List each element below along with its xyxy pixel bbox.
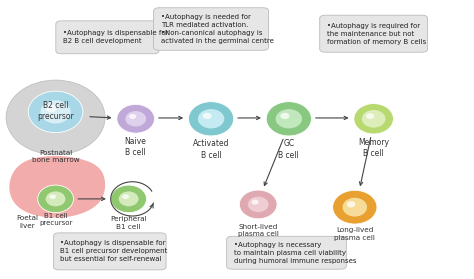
Ellipse shape — [129, 114, 136, 119]
Ellipse shape — [248, 197, 269, 212]
Text: Peripheral
B1 cell: Peripheral B1 cell — [110, 216, 147, 230]
Ellipse shape — [347, 201, 356, 207]
FancyBboxPatch shape — [54, 233, 166, 270]
Text: Foetal
liver: Foetal liver — [16, 215, 38, 229]
FancyBboxPatch shape — [319, 15, 428, 52]
Ellipse shape — [239, 190, 277, 219]
Ellipse shape — [333, 190, 377, 224]
FancyBboxPatch shape — [154, 8, 269, 50]
Text: Short-lived
plasma cell: Short-lived plasma cell — [238, 224, 279, 237]
Text: •Autophagy is required for
the maintenance but not
formation of memory B cells: •Autophagy is required for the maintenan… — [327, 23, 426, 45]
Text: •Autophagy is needed for
TLR mediated activation.
•Non-canonical autophagy is
ac: •Autophagy is needed for TLR mediated ac… — [161, 14, 273, 44]
Ellipse shape — [366, 113, 374, 119]
Ellipse shape — [343, 198, 367, 217]
Ellipse shape — [266, 102, 311, 136]
Ellipse shape — [111, 185, 146, 213]
Ellipse shape — [49, 194, 56, 199]
Ellipse shape — [252, 199, 259, 205]
Text: •Autophagy is dispensable for
B1 cell precursor development
but essential for se: •Autophagy is dispensable for B1 cell pr… — [60, 240, 168, 262]
Text: Memory
B cell: Memory B cell — [358, 138, 389, 158]
Ellipse shape — [280, 113, 290, 119]
Ellipse shape — [202, 113, 212, 119]
Ellipse shape — [362, 110, 385, 128]
Text: Activated
B cell: Activated B cell — [193, 140, 229, 160]
Ellipse shape — [46, 191, 65, 206]
Ellipse shape — [37, 185, 73, 213]
Ellipse shape — [6, 80, 105, 155]
Text: Long-lived
plasma cell: Long-lived plasma cell — [334, 227, 375, 241]
Text: Naive
B cell: Naive B cell — [125, 137, 146, 157]
Ellipse shape — [198, 109, 224, 128]
Text: •Autophagy is necessary
to maintain plasma cell viability
during humoral immune : •Autophagy is necessary to maintain plas… — [234, 242, 356, 264]
Ellipse shape — [28, 91, 83, 133]
Ellipse shape — [46, 105, 56, 112]
Ellipse shape — [118, 191, 138, 206]
Ellipse shape — [117, 104, 155, 133]
Ellipse shape — [189, 102, 234, 136]
Text: GC
B cell: GC B cell — [278, 140, 299, 160]
Ellipse shape — [125, 111, 146, 126]
Ellipse shape — [40, 100, 71, 124]
FancyBboxPatch shape — [56, 21, 159, 54]
Polygon shape — [9, 156, 105, 218]
Ellipse shape — [122, 194, 129, 199]
Text: B2 cell
precursor: B2 cell precursor — [37, 101, 74, 121]
Ellipse shape — [354, 104, 393, 134]
Text: •Autophagy is dispensable for
B2 B cell development: •Autophagy is dispensable for B2 B cell … — [63, 30, 168, 44]
Ellipse shape — [276, 109, 302, 128]
FancyBboxPatch shape — [227, 236, 346, 269]
Text: B1 cell
precursor: B1 cell precursor — [39, 213, 72, 226]
Text: Postnatal
bone marrow: Postnatal bone marrow — [32, 150, 79, 163]
